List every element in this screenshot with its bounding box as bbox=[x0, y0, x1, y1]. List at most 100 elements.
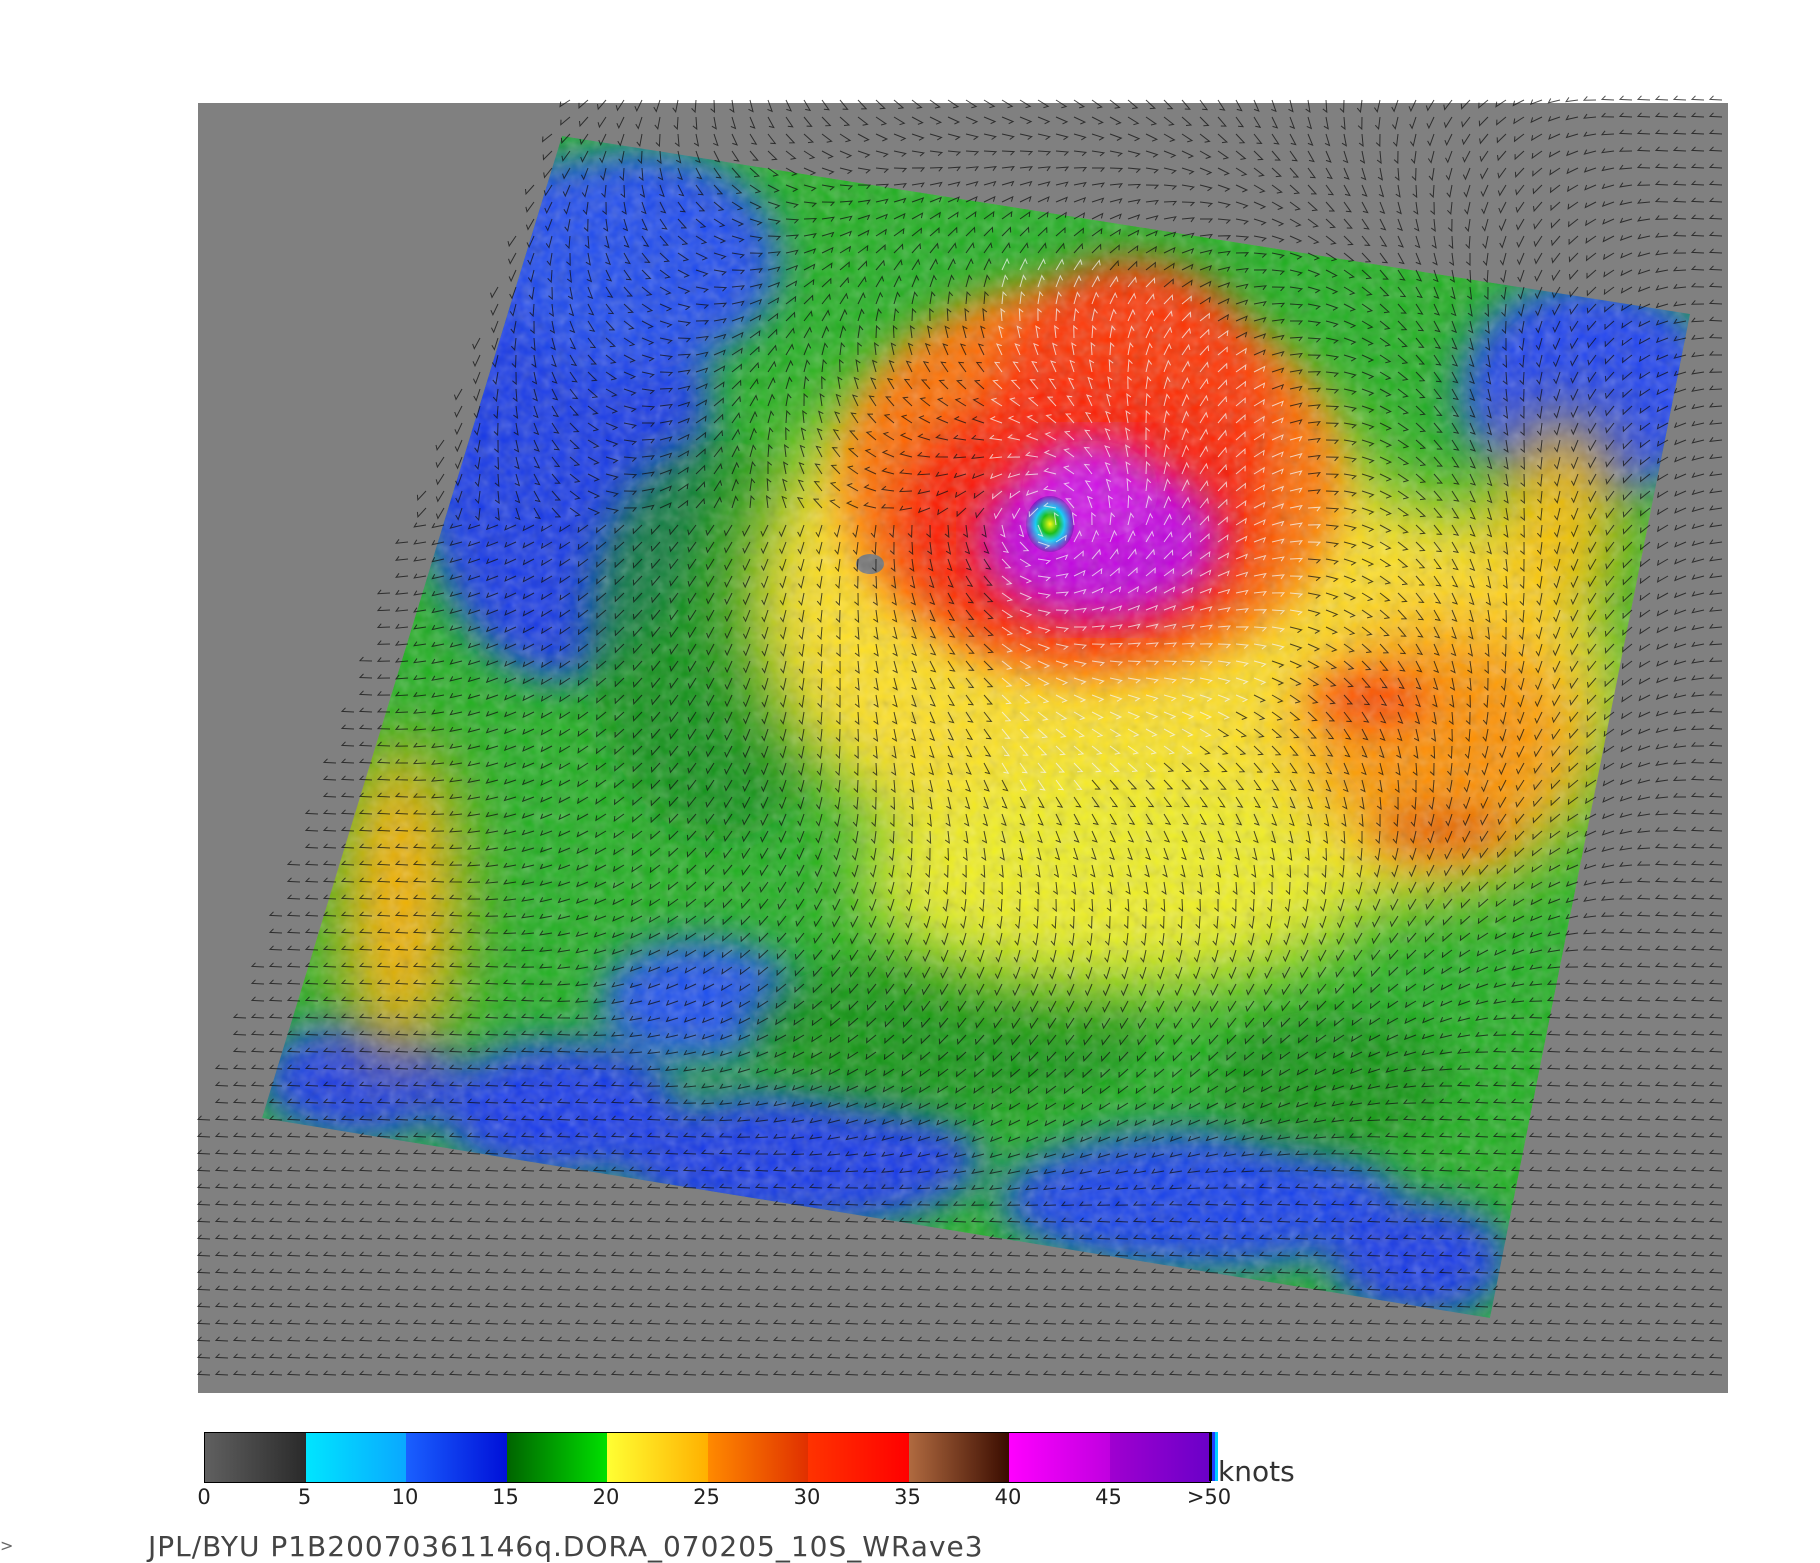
wind-vector bbox=[1503, 473, 1509, 487]
wind-vector bbox=[636, 133, 643, 147]
wind-vector bbox=[1343, 524, 1357, 532]
wind-vector bbox=[430, 843, 445, 849]
wind-vector bbox=[1067, 377, 1075, 390]
wind-vector bbox=[1145, 199, 1159, 205]
wind-vector bbox=[893, 274, 902, 288]
wind-vector bbox=[695, 235, 708, 245]
wind-vector bbox=[1708, 928, 1723, 934]
wind-vector bbox=[637, 150, 643, 165]
wind-vector bbox=[467, 811, 481, 817]
wind-vector bbox=[942, 343, 949, 356]
wind-vector bbox=[1655, 793, 1669, 799]
wind-vector bbox=[1451, 490, 1460, 502]
wind-vector bbox=[507, 235, 517, 248]
wind-vector bbox=[1709, 471, 1723, 477]
wind-vector bbox=[821, 325, 830, 339]
wind-vector bbox=[953, 472, 967, 479]
wind-vector bbox=[749, 427, 757, 441]
wind-vector bbox=[522, 745, 535, 752]
wind-vector bbox=[1343, 388, 1357, 395]
wind-vector bbox=[1708, 333, 1723, 339]
wind-vector bbox=[1019, 609, 1033, 618]
wind-vector bbox=[947, 258, 956, 271]
wind-vector bbox=[1072, 847, 1079, 861]
wind-vector bbox=[1361, 694, 1371, 706]
wind-vector bbox=[779, 711, 787, 725]
wind-vector bbox=[871, 558, 877, 573]
wind-vector bbox=[1443, 864, 1453, 877]
wind-vector bbox=[631, 881, 643, 890]
wind-vector bbox=[508, 252, 517, 265]
wind-vector bbox=[1145, 460, 1151, 475]
wind-vector bbox=[466, 911, 481, 917]
wind-vector bbox=[1433, 337, 1442, 350]
wind-vector bbox=[1536, 524, 1543, 539]
wind-vector bbox=[829, 499, 841, 509]
wind-vector bbox=[651, 643, 661, 655]
wind-vector bbox=[1536, 541, 1543, 556]
wind-vector bbox=[430, 945, 445, 951]
wind-vector bbox=[1253, 116, 1262, 129]
wind-vector bbox=[1163, 813, 1172, 826]
wind-vector bbox=[613, 796, 625, 806]
wind-vector bbox=[693, 133, 700, 147]
wind-vector bbox=[522, 609, 535, 617]
wind-vector bbox=[1271, 150, 1281, 161]
wind-vector bbox=[1001, 592, 1014, 602]
wind-vector bbox=[1145, 150, 1159, 158]
wind-vector bbox=[851, 847, 859, 861]
wind-vector bbox=[504, 643, 517, 650]
wind-vector bbox=[376, 623, 391, 629]
wind-vector bbox=[761, 728, 769, 742]
wind-vector bbox=[1235, 397, 1246, 407]
wind-vector bbox=[1379, 320, 1391, 330]
wind-vector bbox=[888, 847, 895, 862]
wind-vector bbox=[1516, 728, 1525, 742]
wind-vector bbox=[779, 728, 787, 742]
wind-vector bbox=[1570, 456, 1579, 470]
wind-vector bbox=[723, 847, 733, 859]
wind-vector bbox=[839, 167, 853, 175]
wind-vector bbox=[1010, 379, 1021, 390]
wind-vector bbox=[1127, 150, 1141, 158]
wind-vector bbox=[1482, 711, 1489, 726]
wind-vector bbox=[286, 911, 301, 917]
wind-vector bbox=[1569, 337, 1579, 350]
wind-vector bbox=[713, 381, 725, 390]
wind-vector bbox=[1551, 711, 1561, 724]
wind-vector bbox=[978, 915, 985, 929]
wind-vector bbox=[1253, 235, 1268, 242]
wind-vector bbox=[1690, 129, 1705, 135]
wind-vector bbox=[1462, 167, 1471, 181]
wind-vector bbox=[1691, 557, 1705, 563]
wind-vector bbox=[508, 269, 517, 283]
wind-vector bbox=[742, 779, 751, 793]
wind-vector bbox=[1217, 133, 1229, 144]
wind-vector bbox=[1235, 571, 1249, 578]
wind-vector bbox=[1673, 301, 1687, 307]
wind-vector bbox=[614, 762, 625, 772]
wind-vector bbox=[614, 660, 625, 671]
wind-vector bbox=[749, 345, 760, 356]
wind-vector bbox=[1691, 675, 1705, 681]
wind-vector bbox=[596, 660, 607, 670]
wind-vector bbox=[779, 626, 787, 640]
wind-vector bbox=[587, 439, 600, 449]
wind-vector bbox=[1145, 830, 1153, 843]
wind-vector bbox=[340, 928, 355, 934]
wind-vector bbox=[1037, 133, 1051, 141]
wind-vector bbox=[504, 558, 517, 565]
wind-vector bbox=[1109, 198, 1123, 204]
wind-vector bbox=[1477, 915, 1489, 925]
wind-vector bbox=[1537, 456, 1543, 471]
wind-vector bbox=[467, 828, 481, 834]
wind-vector bbox=[659, 201, 667, 214]
wind-vector bbox=[1600, 95, 1615, 101]
wind-vector bbox=[340, 945, 355, 951]
wind-vector bbox=[1497, 167, 1507, 179]
wind-vector bbox=[1486, 456, 1493, 470]
wind-vector bbox=[816, 592, 823, 607]
wind-vector bbox=[1127, 229, 1140, 237]
wind-vector bbox=[394, 708, 409, 714]
wind-vector bbox=[669, 660, 679, 672]
